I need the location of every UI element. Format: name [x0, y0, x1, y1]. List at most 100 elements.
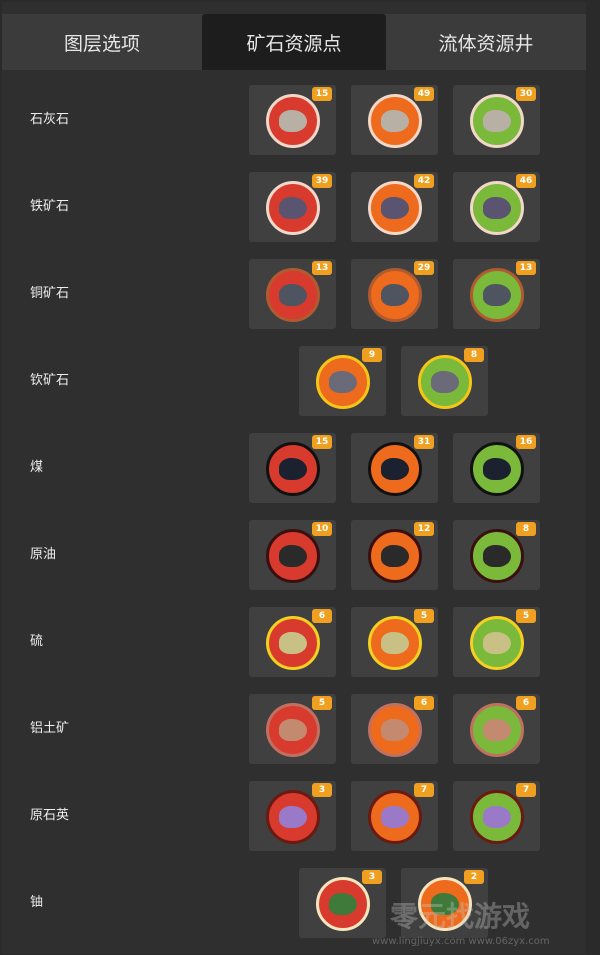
count-badge: 6 — [312, 609, 332, 623]
crude-oil-icon — [381, 545, 409, 567]
tab-fluid-wells[interactable]: 流体资源井 — [438, 32, 534, 55]
resource-node-orange[interactable]: 2 — [401, 868, 488, 938]
resource-node-green[interactable]: 6 — [453, 694, 540, 764]
resource-node-red[interactable]: 3 — [249, 781, 336, 851]
count-badge: 7 — [516, 783, 536, 797]
resource-row: 硫 6 5 5 — [2, 607, 586, 694]
count-badge: 7 — [414, 783, 434, 797]
resource-node-red[interactable]: 15 — [249, 85, 336, 155]
watermark: 零元找游戏 — [390, 900, 531, 933]
resource-node-red[interactable]: 39 — [249, 172, 336, 242]
resource-panel: 图层选项 矿石资源点 流体资源井 石灰石 15 49 30 铁矿石 39 42 46 铜矿石 13… — [2, 2, 586, 954]
coal-icon — [279, 458, 307, 480]
iron-ore-icon — [381, 197, 409, 219]
count-badge: 49 — [414, 87, 434, 101]
purity-circle — [316, 877, 370, 931]
count-badge: 5 — [312, 696, 332, 710]
copper-ore-icon — [279, 284, 307, 306]
count-badge: 10 — [312, 522, 332, 536]
bauxite-icon — [483, 719, 511, 741]
caterium-ore-icon — [431, 371, 459, 393]
purity-circle — [470, 703, 524, 757]
count-badge: 30 — [516, 87, 536, 101]
copper-ore-icon — [483, 284, 511, 306]
purity-circle — [470, 442, 524, 496]
resource-node-green[interactable]: 8 — [401, 346, 488, 416]
count-badge: 15 — [312, 435, 332, 449]
resource-label: 铀 — [30, 895, 44, 910]
count-badge: 16 — [516, 435, 536, 449]
resource-node-red[interactable]: 6 — [249, 607, 336, 677]
coal-icon — [381, 458, 409, 480]
limestone-icon — [381, 110, 409, 132]
purity-circle — [266, 529, 320, 583]
resource-node-orange[interactable]: 5 — [351, 607, 438, 677]
resource-node-red[interactable]: 15 — [249, 433, 336, 503]
purity-circle — [368, 616, 422, 670]
crude-oil-icon — [279, 545, 307, 567]
sulfur-icon — [381, 632, 409, 654]
resource-node-orange[interactable]: 42 — [351, 172, 438, 242]
resource-row: 铀 3 2 — [2, 868, 586, 955]
resource-node-red[interactable]: 5 — [249, 694, 336, 764]
purity-circle — [470, 181, 524, 235]
purity-circle — [266, 790, 320, 844]
resource-node-orange[interactable]: 31 — [351, 433, 438, 503]
resource-label: 铁矿石 — [30, 199, 70, 214]
sulfur-icon — [279, 632, 307, 654]
purity-circle — [368, 790, 422, 844]
raw-quartz-icon — [279, 806, 307, 828]
count-badge: 15 — [312, 87, 332, 101]
watermark-url: www.lingjiuyx.com www.06zyx.com — [372, 936, 550, 947]
resource-node-orange[interactable]: 9 — [299, 346, 386, 416]
count-badge: 5 — [516, 609, 536, 623]
resource-node-green[interactable]: 16 — [453, 433, 540, 503]
count-badge: 2 — [464, 870, 484, 884]
resource-row: 铁矿石 39 42 46 — [2, 172, 586, 259]
purity-circle — [470, 94, 524, 148]
iron-ore-icon — [483, 197, 511, 219]
resource-node-green[interactable]: 5 — [453, 607, 540, 677]
resource-node-red[interactable]: 3 — [299, 868, 386, 938]
tab-ore-nodes[interactable]: 矿石资源点 — [202, 14, 386, 70]
iron-ore-icon — [279, 197, 307, 219]
resource-node-green[interactable]: 30 — [453, 85, 540, 155]
resource-node-orange[interactable]: 7 — [351, 781, 438, 851]
tab-layer-options[interactable]: 图层选项 — [63, 32, 140, 55]
resource-label: 铝土矿 — [30, 721, 70, 736]
resource-label: 煤 — [30, 460, 44, 475]
resource-row: 铜矿石 13 29 13 — [2, 259, 586, 346]
resource-node-red[interactable]: 10 — [249, 520, 336, 590]
crude-oil-icon — [483, 545, 511, 567]
resource-node-red[interactable]: 13 — [249, 259, 336, 329]
resource-node-orange[interactable]: 12 — [351, 520, 438, 590]
count-badge: 12 — [414, 522, 434, 536]
resource-node-green[interactable]: 13 — [453, 259, 540, 329]
purity-circle — [470, 616, 524, 670]
purity-circle — [316, 355, 370, 409]
resource-node-green[interactable]: 8 — [453, 520, 540, 590]
coal-icon — [483, 458, 511, 480]
resource-row: 钦矿石 9 8 — [2, 346, 586, 433]
resource-row: 原石英 3 7 7 — [2, 781, 586, 868]
resource-node-orange[interactable]: 49 — [351, 85, 438, 155]
count-badge: 31 — [414, 435, 434, 449]
resource-label: 原油 — [30, 547, 57, 562]
resource-node-green[interactable]: 46 — [453, 172, 540, 242]
resource-node-green[interactable]: 7 — [453, 781, 540, 851]
purity-circle — [470, 529, 524, 583]
resource-node-orange[interactable]: 29 — [351, 259, 438, 329]
count-badge: 3 — [362, 870, 382, 884]
resource-node-orange[interactable]: 6 — [351, 694, 438, 764]
raw-quartz-icon — [381, 806, 409, 828]
purity-circle — [368, 94, 422, 148]
copper-ore-icon — [381, 284, 409, 306]
purity-circle — [266, 268, 320, 322]
count-badge: 6 — [516, 696, 536, 710]
count-badge: 13 — [312, 261, 332, 275]
tab-bar: 图层选项 矿石资源点 流体资源井 — [2, 14, 586, 70]
purity-circle — [418, 877, 472, 931]
raw-quartz-icon — [483, 806, 511, 828]
resource-label: 硫 — [30, 634, 44, 649]
bauxite-icon — [279, 719, 307, 741]
